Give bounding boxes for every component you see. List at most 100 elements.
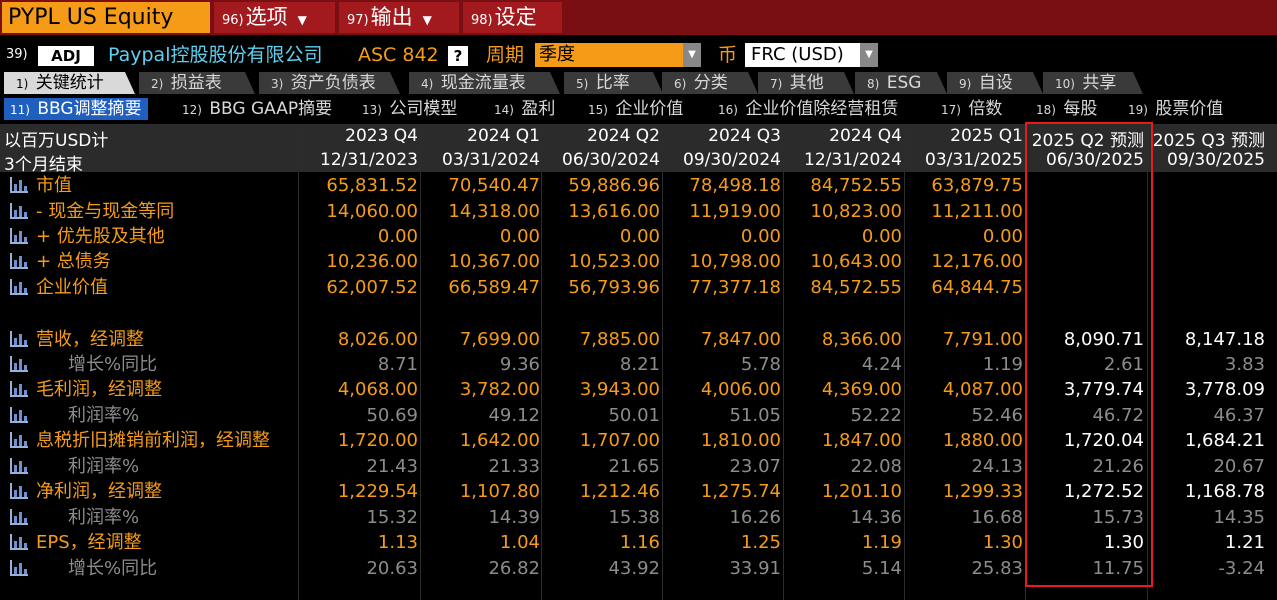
table-cell: 52.22 — [850, 405, 902, 426]
tab-custom[interactable]: 9) 自设 — [947, 72, 1043, 94]
tab-label: 企业价值 — [615, 99, 684, 119]
tab-per-share[interactable]: 18) 每股 — [1036, 98, 1097, 120]
column-period: 2023 Q4 — [345, 126, 418, 146]
table-cell: 1.21 — [1224, 532, 1265, 553]
bar-chart-icon[interactable] — [10, 534, 28, 550]
tab-number: 15) — [588, 103, 608, 117]
column-date: 09/30/2024 — [683, 150, 781, 170]
currency-dropdown-icon[interactable]: ▼ — [860, 43, 878, 67]
tab-label: ESG — [886, 73, 922, 93]
options-menu-label: 选项 — [245, 5, 288, 29]
table-cell: 8.21 — [619, 354, 660, 375]
column-date: 12/31/2023 — [320, 150, 418, 170]
column-date: 12/31/2024 — [804, 150, 902, 170]
bar-chart-icon[interactable] — [10, 483, 28, 499]
tab-number: 13) — [362, 103, 382, 117]
table-cell: 64,844.75 — [931, 277, 1023, 298]
row-label: 利润率% — [68, 456, 140, 477]
table-cell: 8,090.71 — [1063, 329, 1144, 350]
tab-company-model[interactable]: 13) 公司模型 — [362, 98, 457, 120]
tab-number: 4) — [421, 77, 434, 91]
bar-chart-icon[interactable] — [10, 203, 28, 219]
tab-income-statement[interactable]: 2) 损益表 — [139, 72, 255, 94]
tab-number: 16) — [718, 103, 738, 117]
tab-segments[interactable]: 6) 分类 — [662, 72, 758, 94]
period-select[interactable]: 季度 — [535, 43, 683, 67]
table-cell: 1,707.00 — [579, 430, 660, 451]
bar-chart-icon[interactable] — [10, 228, 28, 244]
options-menu[interactable]: 96)选项 ▼ — [214, 2, 335, 33]
table-cell: 23.07 — [729, 456, 781, 477]
table-cell: 15.38 — [608, 507, 660, 528]
tab-bbg-adjusted-summary[interactable]: 11) BBG调整摘要 — [4, 98, 148, 120]
tab-number: 19) — [1128, 103, 1148, 117]
bar-chart-icon[interactable] — [10, 177, 28, 193]
table-cell: 59,886.96 — [568, 175, 660, 196]
tab-label: 企业价值除经营租赁 — [745, 99, 899, 119]
table-cell: 1.19 — [982, 354, 1023, 375]
tab-number: 11) — [10, 103, 30, 117]
tab-equity-value[interactable]: 19) 股票价值 — [1128, 98, 1223, 120]
table-cell: 10,367.00 — [448, 251, 540, 272]
tab-multiples[interactable]: 17) 倍数 — [941, 98, 1002, 120]
help-icon[interactable]: ? — [448, 46, 468, 66]
tab-earnings[interactable]: 14) 盈利 — [494, 98, 555, 120]
bar-chart-icon[interactable] — [10, 279, 28, 295]
table-cell: 12,176.00 — [931, 251, 1023, 272]
table-cell: 46.72 — [1092, 405, 1144, 426]
bar-chart-icon[interactable] — [10, 253, 28, 269]
column-divider — [904, 124, 905, 600]
row-label: 增长%同比 — [68, 354, 158, 375]
bar-chart-icon[interactable] — [10, 356, 28, 372]
tab-label: 关键统计 — [35, 73, 104, 93]
table-cell: 15.73 — [1092, 507, 1144, 528]
bar-chart-icon[interactable] — [10, 458, 28, 474]
table-cell: 1,684.21 — [1184, 430, 1265, 451]
title-bar — [0, 0, 1277, 35]
currency-label: 币 — [718, 44, 738, 66]
bar-chart-icon[interactable] — [10, 432, 28, 448]
period-dropdown-icon[interactable]: ▼ — [683, 43, 701, 67]
currency-select[interactable]: FRC (USD) — [745, 43, 860, 67]
bar-chart-icon[interactable] — [10, 560, 28, 576]
bar-chart-icon[interactable] — [10, 407, 28, 423]
tab-ev-ex-leases[interactable]: 16) 企业价值除经营租赁 — [718, 98, 898, 120]
bar-chart-icon[interactable] — [10, 381, 28, 397]
table-cell: 10,798.00 — [689, 251, 781, 272]
table-cell: 84,752.55 — [810, 175, 902, 196]
column-divider — [1147, 124, 1148, 600]
accounting-standard: ASC 842 — [358, 44, 439, 66]
caret-down-icon: ▼ — [297, 13, 307, 27]
bar-chart-icon[interactable] — [10, 331, 28, 347]
tab-esg[interactable]: 8) ESG — [855, 72, 947, 94]
tab-bbg-gaap-summary[interactable]: 12) BBG GAAP摘要 — [182, 98, 332, 120]
table-cell: 1,212.46 — [579, 481, 660, 502]
tab-label: 每股 — [1063, 99, 1098, 119]
tab-key-stats[interactable]: 1) 关键统计 — [4, 72, 135, 94]
table-cell: 4,068.00 — [337, 379, 418, 400]
tab-balance-sheet[interactable]: 3) 资产负债表 — [259, 72, 400, 94]
tab-number: 7) — [770, 77, 783, 91]
table-cell: 11.75 — [1092, 558, 1144, 579]
tab-number: 9) — [959, 77, 972, 91]
menu-number: 96) — [222, 13, 244, 28]
column-period: 2025 Q1 — [950, 126, 1023, 146]
tab-shared[interactable]: 10) 共享 — [1043, 72, 1143, 94]
settings-menu[interactable]: 98)设定 — [463, 2, 562, 33]
tab-number: 12) — [182, 103, 202, 117]
table-cell: 50.01 — [608, 405, 660, 426]
adj-button[interactable]: ADJ — [38, 46, 94, 66]
tab-cash-flow[interactable]: 4) 现金流量表 — [409, 72, 560, 94]
tab-other[interactable]: 7) 其他 — [758, 72, 854, 94]
table-cell: 1,642.00 — [459, 430, 540, 451]
table-cell: 4,087.00 — [942, 379, 1023, 400]
tab-enterprise-value[interactable]: 15) 企业价值 — [588, 98, 683, 120]
table-cell: 1,275.74 — [700, 481, 781, 502]
ticker-field[interactable]: PYPL US Equity — [2, 2, 210, 33]
tab-ratios[interactable]: 5) 比率 — [564, 72, 663, 94]
output-menu[interactable]: 97)输出 ▼ — [339, 2, 459, 33]
bar-chart-icon[interactable] — [10, 509, 28, 525]
column-date: 06/30/2024 — [562, 150, 660, 170]
table-cell: 20.67 — [1213, 456, 1265, 477]
settings-menu-label: 设定 — [494, 5, 537, 29]
